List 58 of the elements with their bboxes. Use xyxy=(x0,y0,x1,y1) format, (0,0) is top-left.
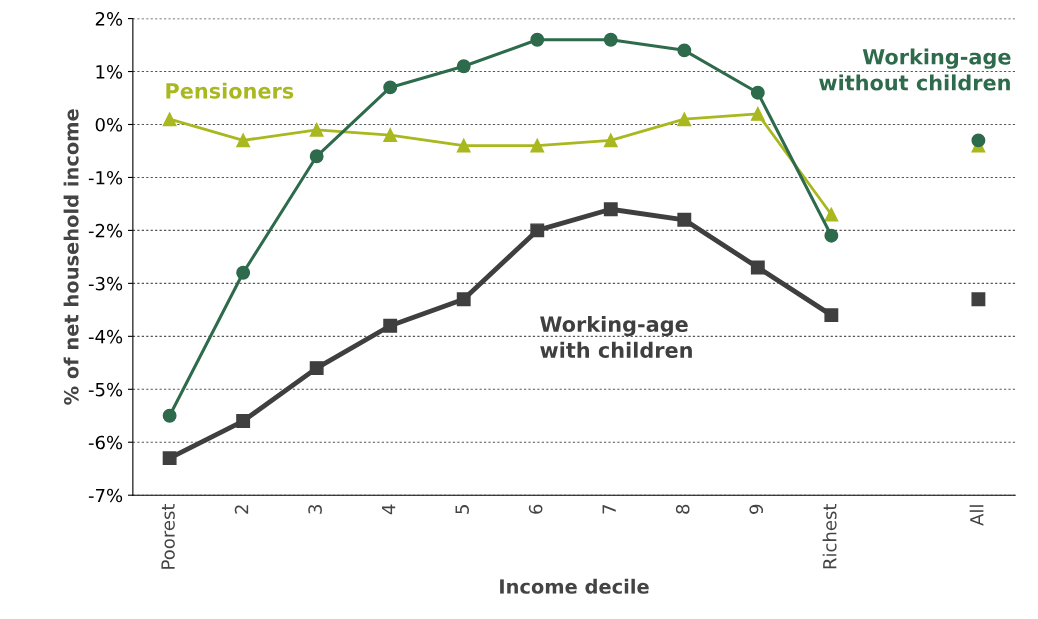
x-tick-label: 8 xyxy=(675,504,690,514)
y-tick-label: 0% xyxy=(95,117,123,132)
point xyxy=(603,133,618,148)
x-tick-label: Richest xyxy=(822,503,837,569)
x-tick-label: 9 xyxy=(749,504,764,514)
point xyxy=(383,128,398,143)
y-tick-label: 1% xyxy=(96,64,123,79)
point xyxy=(530,32,545,47)
point xyxy=(236,265,251,280)
y-tick-label: -1% xyxy=(88,170,123,185)
point xyxy=(750,106,765,121)
x-tick-label: 4 xyxy=(382,504,396,515)
text: Working-age without children xyxy=(819,48,1011,91)
point xyxy=(309,122,324,137)
point xyxy=(971,133,986,148)
x-tick-label: 5 xyxy=(455,505,469,514)
point xyxy=(162,408,177,423)
y-tick-label: -3% xyxy=(88,276,123,291)
point xyxy=(824,207,839,222)
point xyxy=(456,59,471,74)
point xyxy=(677,112,692,127)
point xyxy=(162,451,177,466)
point xyxy=(603,32,618,47)
point xyxy=(530,223,545,238)
x-axis-title: Income decile xyxy=(500,578,649,594)
x-tick-label: 7 xyxy=(602,505,616,514)
point xyxy=(677,43,692,58)
point xyxy=(236,133,251,148)
point xyxy=(236,414,251,429)
point xyxy=(309,149,324,164)
x-tick-label: 2 xyxy=(234,505,249,514)
x-tick-label: Poorest xyxy=(161,503,175,569)
point xyxy=(456,138,471,153)
y-tick-label: 2% xyxy=(95,12,123,26)
y-tick-label: -4% xyxy=(88,329,123,344)
point xyxy=(677,212,692,227)
x-tick-label: All xyxy=(969,505,984,526)
point xyxy=(162,112,177,127)
point xyxy=(603,202,618,217)
y-axis-title: % of net household income xyxy=(63,109,79,405)
x-tick-label: 6 xyxy=(528,504,543,514)
point xyxy=(971,292,986,307)
y-tick-label: -6% xyxy=(88,435,123,450)
point xyxy=(824,228,839,243)
point xyxy=(750,260,765,275)
point xyxy=(383,80,398,95)
point xyxy=(383,318,398,333)
y-tick-label: -2% xyxy=(88,223,123,238)
point xyxy=(750,85,765,100)
point xyxy=(456,292,471,307)
point xyxy=(824,308,839,323)
y-tick-label: -5% xyxy=(88,382,123,397)
text: Working-age with children xyxy=(540,315,692,358)
point xyxy=(530,138,545,153)
x-tick-label: 3 xyxy=(308,504,322,514)
series-label: Pensioners xyxy=(166,82,294,99)
point xyxy=(309,361,324,376)
y-tick-label: -7% xyxy=(88,488,123,503)
